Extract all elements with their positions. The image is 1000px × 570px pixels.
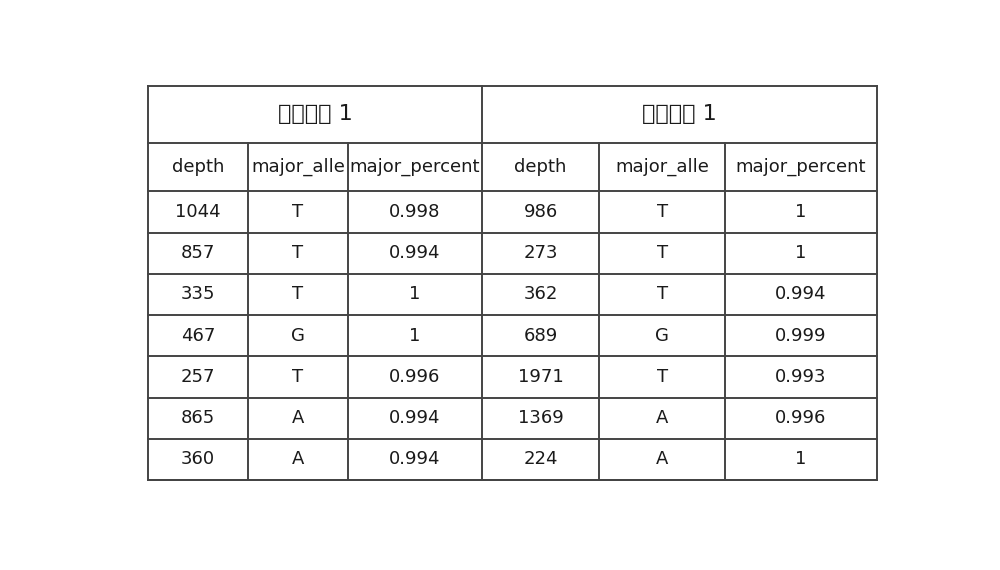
Text: 1: 1: [409, 327, 421, 345]
Text: 0.994: 0.994: [389, 409, 441, 427]
Text: 689: 689: [524, 327, 558, 345]
Text: 待定男性 1: 待定男性 1: [642, 104, 717, 124]
Text: 224: 224: [523, 450, 558, 469]
Text: 335: 335: [181, 286, 215, 303]
Text: 0.998: 0.998: [389, 203, 441, 221]
Text: T: T: [292, 203, 303, 221]
Text: G: G: [655, 327, 669, 345]
Text: T: T: [292, 286, 303, 303]
Text: 1: 1: [409, 286, 421, 303]
Text: 0.996: 0.996: [389, 368, 441, 386]
Text: depth: depth: [514, 158, 567, 176]
Text: 360: 360: [181, 450, 215, 469]
Text: 1971: 1971: [518, 368, 564, 386]
Text: A: A: [656, 450, 668, 469]
Text: 362: 362: [523, 286, 558, 303]
Text: T: T: [292, 368, 303, 386]
Text: major_percent: major_percent: [350, 158, 480, 176]
Text: 0.994: 0.994: [389, 244, 441, 262]
Text: major_alle: major_alle: [251, 158, 345, 176]
Text: major_percent: major_percent: [736, 158, 866, 176]
Text: 1044: 1044: [175, 203, 221, 221]
Text: 0.999: 0.999: [775, 327, 827, 345]
Text: G: G: [291, 327, 305, 345]
Text: 857: 857: [181, 244, 215, 262]
Text: A: A: [656, 409, 668, 427]
Text: 孕妇样本 1: 孕妇样本 1: [278, 104, 353, 124]
Text: A: A: [292, 450, 304, 469]
Text: 467: 467: [181, 327, 215, 345]
Text: T: T: [657, 244, 668, 262]
Text: 0.993: 0.993: [775, 368, 827, 386]
Text: 865: 865: [181, 409, 215, 427]
Text: 1: 1: [795, 450, 807, 469]
Text: 257: 257: [181, 368, 215, 386]
Text: T: T: [657, 286, 668, 303]
Text: 0.994: 0.994: [775, 286, 827, 303]
Text: T: T: [657, 203, 668, 221]
Text: major_alle: major_alle: [615, 158, 709, 176]
Text: 1: 1: [795, 203, 807, 221]
Text: 0.996: 0.996: [775, 409, 827, 427]
Text: 986: 986: [524, 203, 558, 221]
Text: 0.994: 0.994: [389, 450, 441, 469]
Text: 1: 1: [795, 244, 807, 262]
Text: 273: 273: [523, 244, 558, 262]
Text: depth: depth: [172, 158, 224, 176]
Text: T: T: [657, 368, 668, 386]
Text: T: T: [292, 244, 303, 262]
Text: 1369: 1369: [518, 409, 564, 427]
Text: A: A: [292, 409, 304, 427]
